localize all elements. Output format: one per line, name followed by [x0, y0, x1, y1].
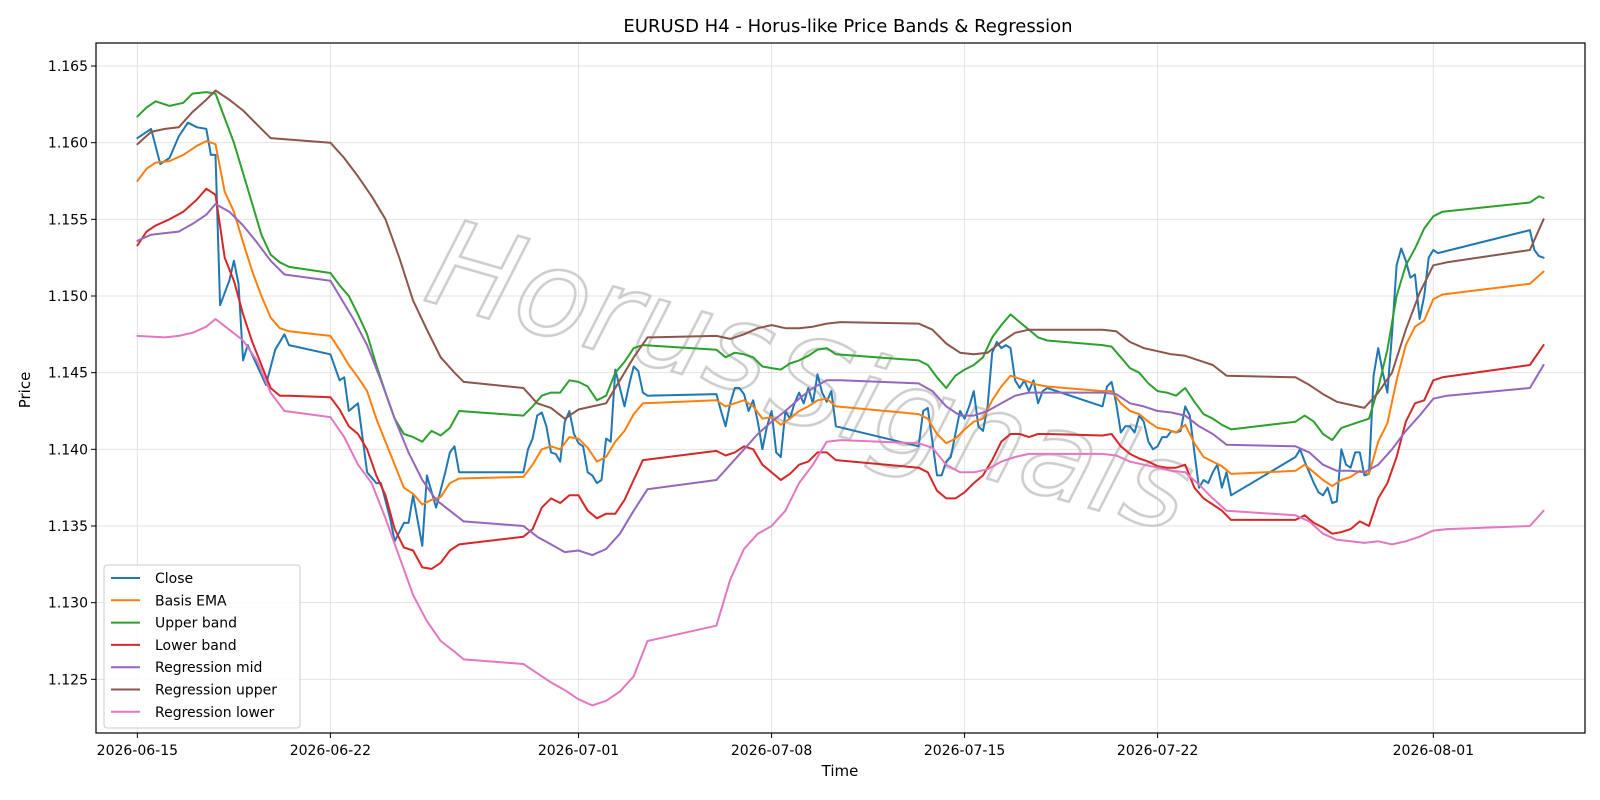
legend-label-regression-lower: Regression lower [155, 705, 275, 721]
y-tick-label: 1.140 [48, 442, 88, 458]
y-tick-label: 1.155 [48, 212, 88, 228]
x-tick-label: 2026-07-15 [924, 743, 1005, 759]
y-tick-label: 1.160 [48, 136, 88, 152]
legend-entries: Close Basis EMA Upper band Lower band Regres… [111, 571, 277, 721]
legend-box [103, 564, 301, 729]
x-tick-label: 2026-07-08 [731, 743, 812, 759]
legend-label-lower-band: Lower band [155, 638, 237, 654]
x-tick-label: 2026-06-15 [97, 743, 178, 759]
chart-title: EURUSD H4 - Horus-like Price Bands & Reg… [623, 16, 1072, 37]
x-tick-label: 2026-08-01 [1393, 743, 1474, 759]
series-line-upper-band [136, 91, 1545, 443]
x-tick-label: 2026-06-22 [290, 743, 371, 759]
legend-label-basis-ema: Basis EMA [155, 593, 227, 609]
legend-label-upper-band: Upper band [155, 616, 237, 632]
x-axis-label: Time [821, 762, 859, 780]
x-tick-label: 2026-07-01 [538, 743, 619, 759]
legend-label-close: Close [155, 571, 193, 587]
series-line-regression-lower [136, 318, 1545, 707]
x-tick-label: 2026-07-22 [1117, 743, 1198, 759]
y-tick-label: 1.130 [48, 596, 88, 612]
plot-frame [95, 42, 1586, 734]
series-line-close [136, 121, 1545, 547]
y-tick-label: 1.135 [48, 519, 88, 535]
y-tick-label: 1.125 [48, 672, 88, 688]
y-tick-label: 1.150 [48, 289, 88, 305]
legend: Close Basis EMA Upper band Lower band Regres… [103, 564, 301, 729]
x-axis-ticks: 2026-06-15 2026-06-22 2026-07-01 2026-07-08… [97, 733, 1474, 759]
series-line-lower-band [136, 187, 1545, 570]
series-lines [136, 89, 1545, 707]
legend-label-regression-mid: Regression mid [155, 660, 262, 676]
y-axis-label: Price [16, 372, 34, 409]
series-line-basis-ema [136, 140, 1545, 506]
legend-label-regression-upper: Regression upper [155, 683, 277, 699]
y-axis-ticks: 1.125 1.130 1.135 1.140 1.145 1.150 1.155 1.160… [48, 59, 96, 688]
gridlines [96, 43, 1585, 733]
y-tick-label: 1.165 [48, 59, 88, 75]
series-line-regression-mid [136, 203, 1545, 557]
y-tick-label: 1.145 [48, 366, 88, 382]
series-line-regression-upper [136, 89, 1545, 420]
